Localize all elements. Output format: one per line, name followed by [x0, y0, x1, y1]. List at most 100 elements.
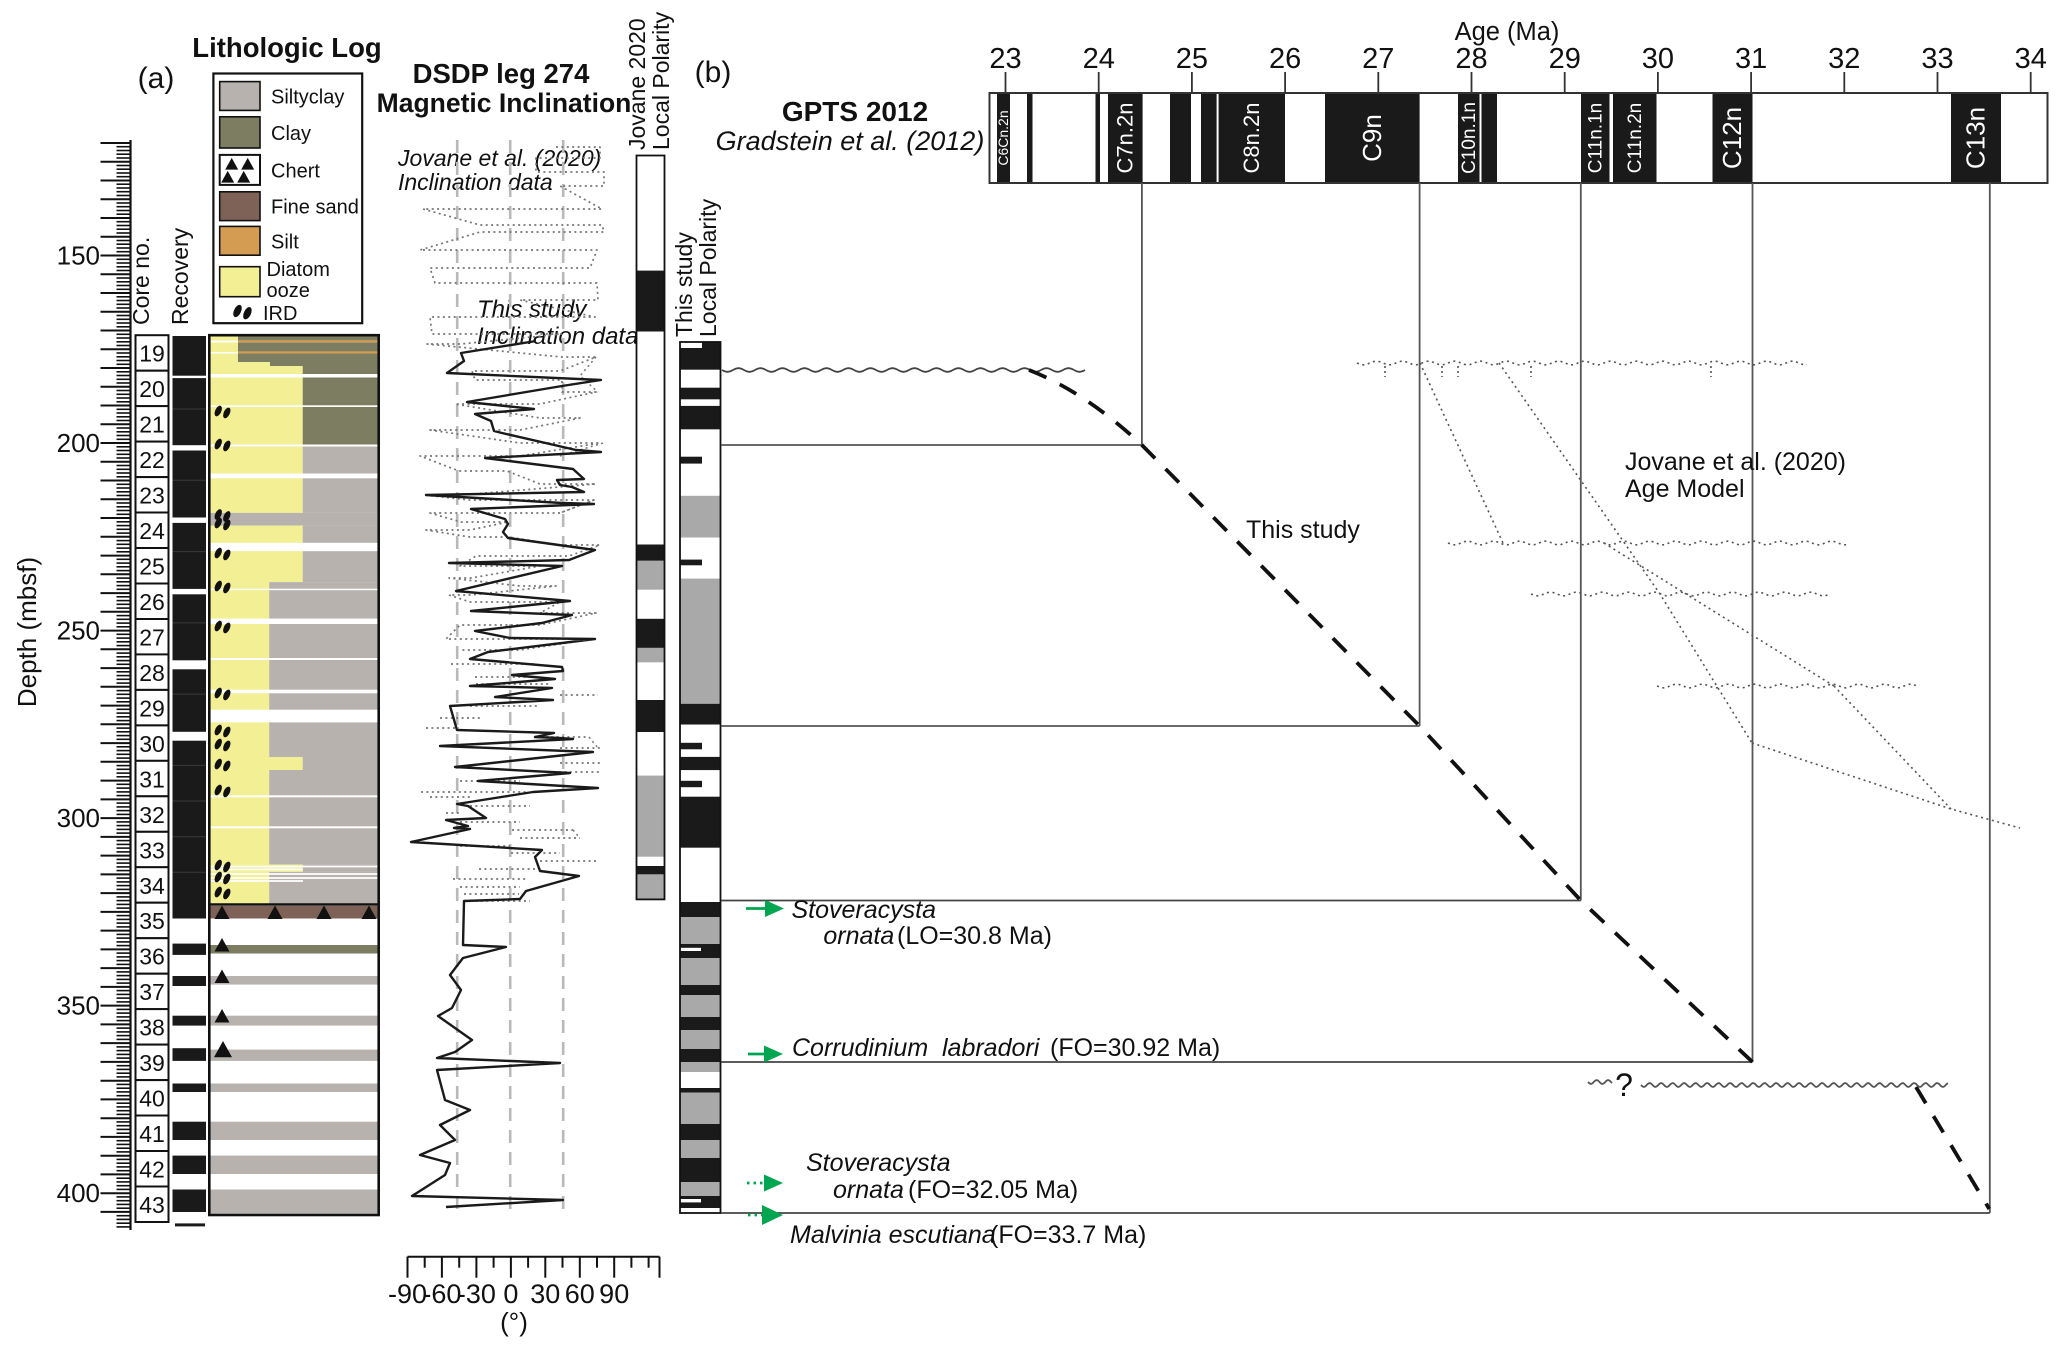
svg-text:(FO=33.7 Ma): (FO=33.7 Ma) [990, 1221, 1146, 1249]
svg-text:24: 24 [139, 518, 165, 544]
svg-text:27: 27 [139, 625, 165, 651]
svg-text:28: 28 [139, 660, 165, 686]
svg-text:350: 350 [57, 991, 100, 1021]
svg-text:41: 41 [139, 1121, 165, 1147]
svg-text:Siltyclay: Siltyclay [271, 87, 344, 109]
svg-text:300: 300 [57, 803, 100, 833]
svg-text:IRD: IRD [263, 303, 297, 325]
svg-text:Fine sand: Fine sand [271, 197, 359, 219]
svg-text:C10n.1n: C10n.1n [1459, 102, 1480, 174]
svg-text:31: 31 [139, 766, 165, 792]
svg-text:-60: -60 [422, 1279, 461, 1309]
svg-text:36: 36 [139, 944, 165, 970]
svg-text:Jovane 2020: Jovane 2020 [624, 18, 650, 150]
svg-text:Stoveracysta: Stoveracysta [792, 896, 937, 924]
svg-text:C8n.2n: C8n.2n [1239, 103, 1264, 174]
svg-text:30: 30 [139, 731, 165, 757]
svg-text:Chert: Chert [271, 160, 320, 182]
svg-text:40: 40 [139, 1086, 165, 1112]
svg-text:23: 23 [139, 483, 165, 509]
svg-text:(b): (b) [695, 56, 732, 89]
svg-text:Local Polarity: Local Polarity [695, 198, 721, 337]
svg-text:42: 42 [139, 1157, 165, 1183]
svg-text:24: 24 [1083, 43, 1115, 75]
svg-text:22: 22 [139, 447, 165, 473]
svg-text:0: 0 [503, 1279, 518, 1309]
svg-text:Age (Ma): Age (Ma) [1455, 18, 1560, 46]
svg-text:Magnetic Inclination: Magnetic Inclination [377, 88, 632, 118]
svg-text:Corrudinium: Corrudinium [792, 1034, 928, 1062]
svg-text:Jovane et al. (2020): Jovane et al. (2020) [397, 145, 601, 171]
svg-text:C13n: C13n [1961, 107, 1991, 169]
svg-text:-90: -90 [388, 1279, 427, 1309]
svg-text:31: 31 [1735, 43, 1767, 75]
svg-text:Recovery: Recovery [167, 227, 193, 325]
svg-text:37: 37 [139, 979, 165, 1005]
svg-text:29: 29 [1549, 43, 1581, 75]
svg-text:Stoveracysta: Stoveracysta [806, 1149, 951, 1177]
svg-text:26: 26 [139, 589, 165, 615]
svg-text:GPTS 2012: GPTS 2012 [782, 96, 928, 127]
svg-text:Depth (mbsf): Depth (mbsf) [12, 557, 42, 707]
svg-text:C12n: C12n [1717, 107, 1747, 169]
svg-text:25: 25 [139, 554, 165, 580]
svg-text:This study: This study [671, 232, 697, 337]
svg-text:25: 25 [1176, 43, 1208, 75]
svg-text:34: 34 [139, 873, 165, 899]
svg-text:Gradstein et al. (2012): Gradstein et al. (2012) [716, 126, 985, 156]
svg-text:32: 32 [1828, 43, 1860, 75]
svg-text:200: 200 [57, 428, 100, 458]
svg-text:This study: This study [1246, 516, 1360, 544]
svg-text:C11n.2n: C11n.2n [1625, 103, 1646, 173]
svg-text:39: 39 [139, 1050, 165, 1076]
svg-text:90: 90 [599, 1279, 629, 1309]
svg-text:Jovane et al. (2020): Jovane et al. (2020) [1625, 448, 1846, 476]
svg-text:20: 20 [139, 376, 165, 402]
svg-text:23: 23 [989, 43, 1021, 75]
svg-text:DSDP leg 274: DSDP leg 274 [413, 58, 591, 89]
svg-text:C11n.1n: C11n.1n [1586, 103, 1607, 173]
svg-text:Inclination data: Inclination data [398, 169, 553, 195]
svg-text:19: 19 [139, 341, 165, 367]
svg-text:Diatom: Diatom [267, 259, 330, 281]
svg-text:38: 38 [139, 1015, 165, 1041]
svg-text:33: 33 [139, 837, 165, 863]
svg-text:ornata: ornata [833, 1176, 904, 1204]
svg-text:150: 150 [57, 241, 100, 271]
svg-text:28: 28 [1455, 43, 1487, 75]
svg-text:(FO=30.92 Ma): (FO=30.92 Ma) [1050, 1034, 1220, 1062]
svg-text:C6Cn.2n: C6Cn.2n [995, 110, 1011, 165]
svg-text:35: 35 [139, 908, 165, 934]
svg-text:34: 34 [2015, 43, 2047, 75]
svg-text:30: 30 [1642, 43, 1674, 75]
svg-text:29: 29 [139, 695, 165, 721]
svg-text:(FO=32.05 Ma): (FO=32.05 Ma) [908, 1176, 1078, 1204]
svg-text:21: 21 [139, 412, 165, 438]
svg-text:Age Model: Age Model [1625, 475, 1745, 503]
svg-text:26: 26 [1269, 43, 1301, 75]
svg-text:400: 400 [57, 1178, 100, 1208]
svg-text:labradori: labradori [942, 1034, 1041, 1062]
svg-text:This study: This study [477, 296, 588, 323]
svg-text:ooze: ooze [267, 280, 310, 302]
svg-text:30: 30 [530, 1279, 560, 1309]
svg-text:Core no.: Core no. [128, 237, 154, 325]
svg-text:43: 43 [139, 1192, 165, 1218]
svg-text:(LO=30.8 Ma): (LO=30.8 Ma) [897, 922, 1052, 950]
svg-text:?: ? [1615, 1067, 1633, 1103]
svg-text:ornata: ornata [823, 922, 894, 950]
svg-text:33: 33 [1921, 43, 1953, 75]
svg-text:Lithologic Log: Lithologic Log [192, 32, 381, 63]
svg-text:C7n.2n: C7n.2n [1113, 103, 1138, 174]
svg-text:27: 27 [1362, 43, 1394, 75]
svg-text:32: 32 [139, 802, 165, 828]
svg-text:250: 250 [57, 616, 100, 646]
svg-text:Silt: Silt [271, 231, 299, 253]
svg-text:-30: -30 [457, 1279, 496, 1309]
svg-text:Local Polarity: Local Polarity [648, 11, 674, 150]
svg-text:C9n: C9n [1357, 114, 1387, 162]
svg-text:Malvinia escutiana: Malvinia escutiana [790, 1221, 996, 1249]
svg-text:60: 60 [565, 1279, 595, 1309]
svg-text:(°): (°) [500, 1307, 528, 1337]
svg-text:(a): (a) [138, 62, 175, 95]
